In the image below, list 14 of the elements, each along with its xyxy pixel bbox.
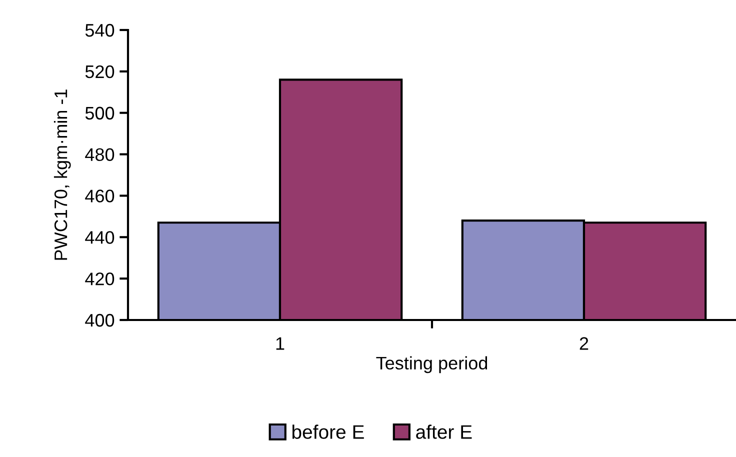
y-tick-label: 480 [85,148,114,162]
x-axis-title: Testing period [376,356,488,374]
y-tick-label: 520 [85,65,114,78]
y-tick-label: 420 [85,272,114,286]
y-tick-label: 500 [85,106,114,120]
y-axis-title: PWC170, kgm·min -1 [54,90,71,260]
y-tick-label: 400 [85,314,114,327]
y-tick-label: 460 [85,190,114,202]
x-tick-label: 2 [580,337,588,350]
x-tick-label: 1 [276,337,284,350]
legend-label: before E [292,424,364,439]
y-tick-label: 540 [85,24,114,37]
y-tick-label: 440 [85,231,114,244]
legend-label: after E [416,424,472,439]
